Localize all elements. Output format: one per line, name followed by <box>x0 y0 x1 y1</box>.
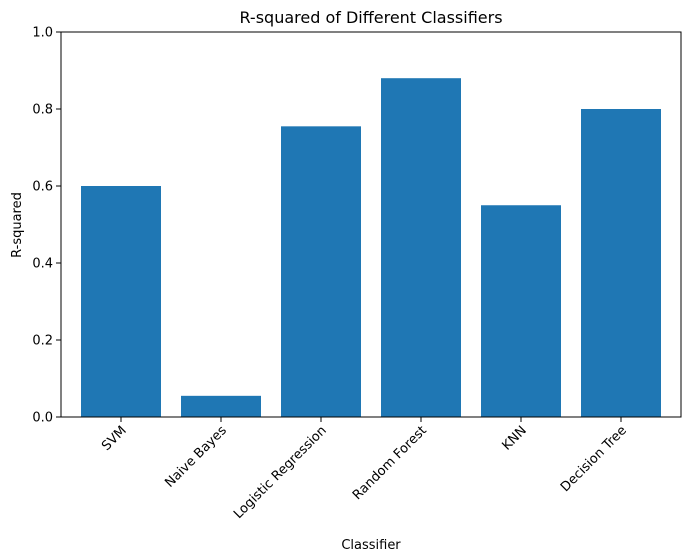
y-tick-label: 0.2 <box>32 334 53 349</box>
bar-naive-bayes <box>181 395 261 417</box>
y-tick-label: 0.4 <box>32 257 53 272</box>
y-tick-label: 0.6 <box>32 180 53 195</box>
y-tick-label: 0.0 <box>32 411 53 426</box>
bar-knn <box>481 205 561 417</box>
x-axis-title: Classifier <box>341 538 401 553</box>
chart-title: R-squared of Different Classifiers <box>239 8 502 27</box>
x-tick-label: Naive Bayes <box>162 423 230 491</box>
y-axis-ticks: 0.0 0.2 0.4 0.6 0.8 1.0 <box>32 26 61 426</box>
bar-svm <box>81 186 161 417</box>
y-axis-title: R-squared <box>10 192 25 258</box>
bars-group <box>81 78 661 417</box>
y-tick-label: 1.0 <box>32 26 53 41</box>
plot-frame <box>60 31 682 418</box>
x-axis-ticks: SVM Naive Bayes Logistic Regression Random … <box>99 417 630 522</box>
bar-random-forest <box>381 78 461 417</box>
x-tick-label: Random Forest <box>350 423 430 503</box>
x-tick-label: KNN <box>499 423 529 453</box>
y-tick-label: 0.8 <box>32 103 53 118</box>
bar-logistic-regression <box>281 126 361 417</box>
x-tick-label: Logistic Regression <box>231 423 330 522</box>
bar-decision-tree <box>581 109 661 417</box>
x-tick-label: Decision Tree <box>558 423 630 495</box>
x-tick-label: SVM <box>99 423 130 454</box>
